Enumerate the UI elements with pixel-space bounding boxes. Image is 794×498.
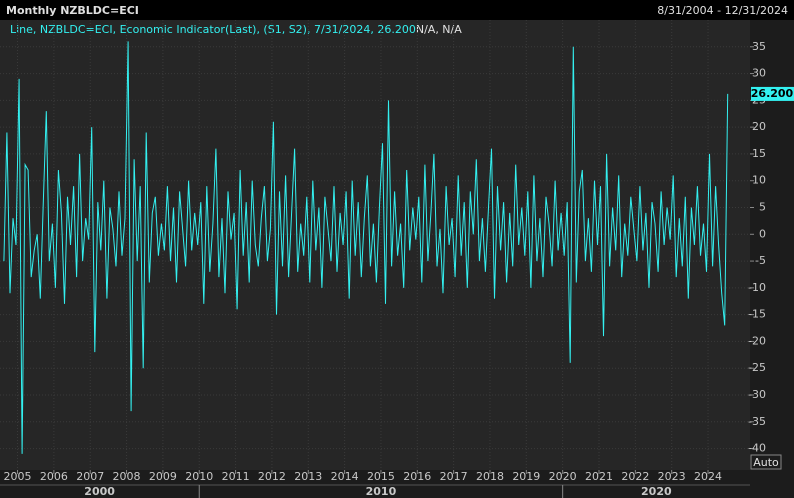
- legend-extra: N/A, N/A: [416, 23, 462, 36]
- y-tick-label: -30: [748, 388, 766, 401]
- y-tick-label: -15: [748, 308, 766, 321]
- x-tick-label: 2016: [403, 470, 431, 483]
- x-tick-label: 2011: [222, 470, 250, 483]
- y-tick-label: 15: [752, 147, 766, 160]
- y-tick-label: -20: [748, 334, 766, 347]
- x-tick-label: 2020: [549, 470, 577, 483]
- x-tick-label: 2015: [367, 470, 395, 483]
- y-tick-label: -25: [748, 361, 766, 374]
- y-tick-label: -10: [748, 281, 766, 294]
- auto-label[interactable]: Auto: [753, 456, 779, 469]
- x-tick-label: 2017: [440, 470, 468, 483]
- x-tick-label: 2023: [658, 470, 686, 483]
- data-line: [3, 41, 729, 454]
- x-tick-label: 2008: [113, 470, 141, 483]
- x-tick-label: 2006: [40, 470, 68, 483]
- legend-text: Line, NZBLDC=ECI, Economic Indicator(Las…: [10, 23, 416, 36]
- auto-button[interactable]: [750, 454, 782, 470]
- y-tick-label: 20: [752, 120, 766, 133]
- chart-title: Monthly NZBLDC=ECI: [6, 4, 139, 17]
- y-tick-label: -40: [748, 442, 766, 455]
- x-tick-label: 2019: [512, 470, 540, 483]
- y-tick-label: 10: [752, 174, 766, 187]
- x-tick-label: 2009: [149, 470, 177, 483]
- x-tick-label: 2018: [476, 470, 504, 483]
- y-tick-label: 5: [759, 201, 766, 214]
- x-tick-label: 2013: [294, 470, 322, 483]
- y-tick-label: 0: [759, 227, 766, 240]
- last-value-label: 26.200: [751, 87, 794, 100]
- x-tick-label: 2021: [585, 470, 613, 483]
- y-tick-label: -35: [748, 415, 766, 428]
- x-tick-label: 2012: [258, 470, 286, 483]
- x-tick-label: 2007: [76, 470, 104, 483]
- y-tick-label: -5: [755, 254, 766, 267]
- y-tick-label: 35: [752, 40, 766, 53]
- decade-label: 2000: [84, 485, 115, 498]
- date-range: 8/31/2004 - 12/31/2024: [657, 4, 788, 17]
- x-tick-label: 2005: [4, 470, 32, 483]
- decade-label: 2010: [366, 485, 397, 498]
- x-tick-label: 2022: [621, 470, 649, 483]
- decade-label: 2020: [641, 485, 672, 498]
- y-tick-label: 30: [752, 67, 766, 80]
- x-tick-label: 2014: [331, 470, 359, 483]
- x-tick-label: 2024: [694, 470, 722, 483]
- x-tick-label: 2010: [185, 470, 213, 483]
- last-value-box: [751, 86, 794, 101]
- x-axis-area: [0, 470, 794, 498]
